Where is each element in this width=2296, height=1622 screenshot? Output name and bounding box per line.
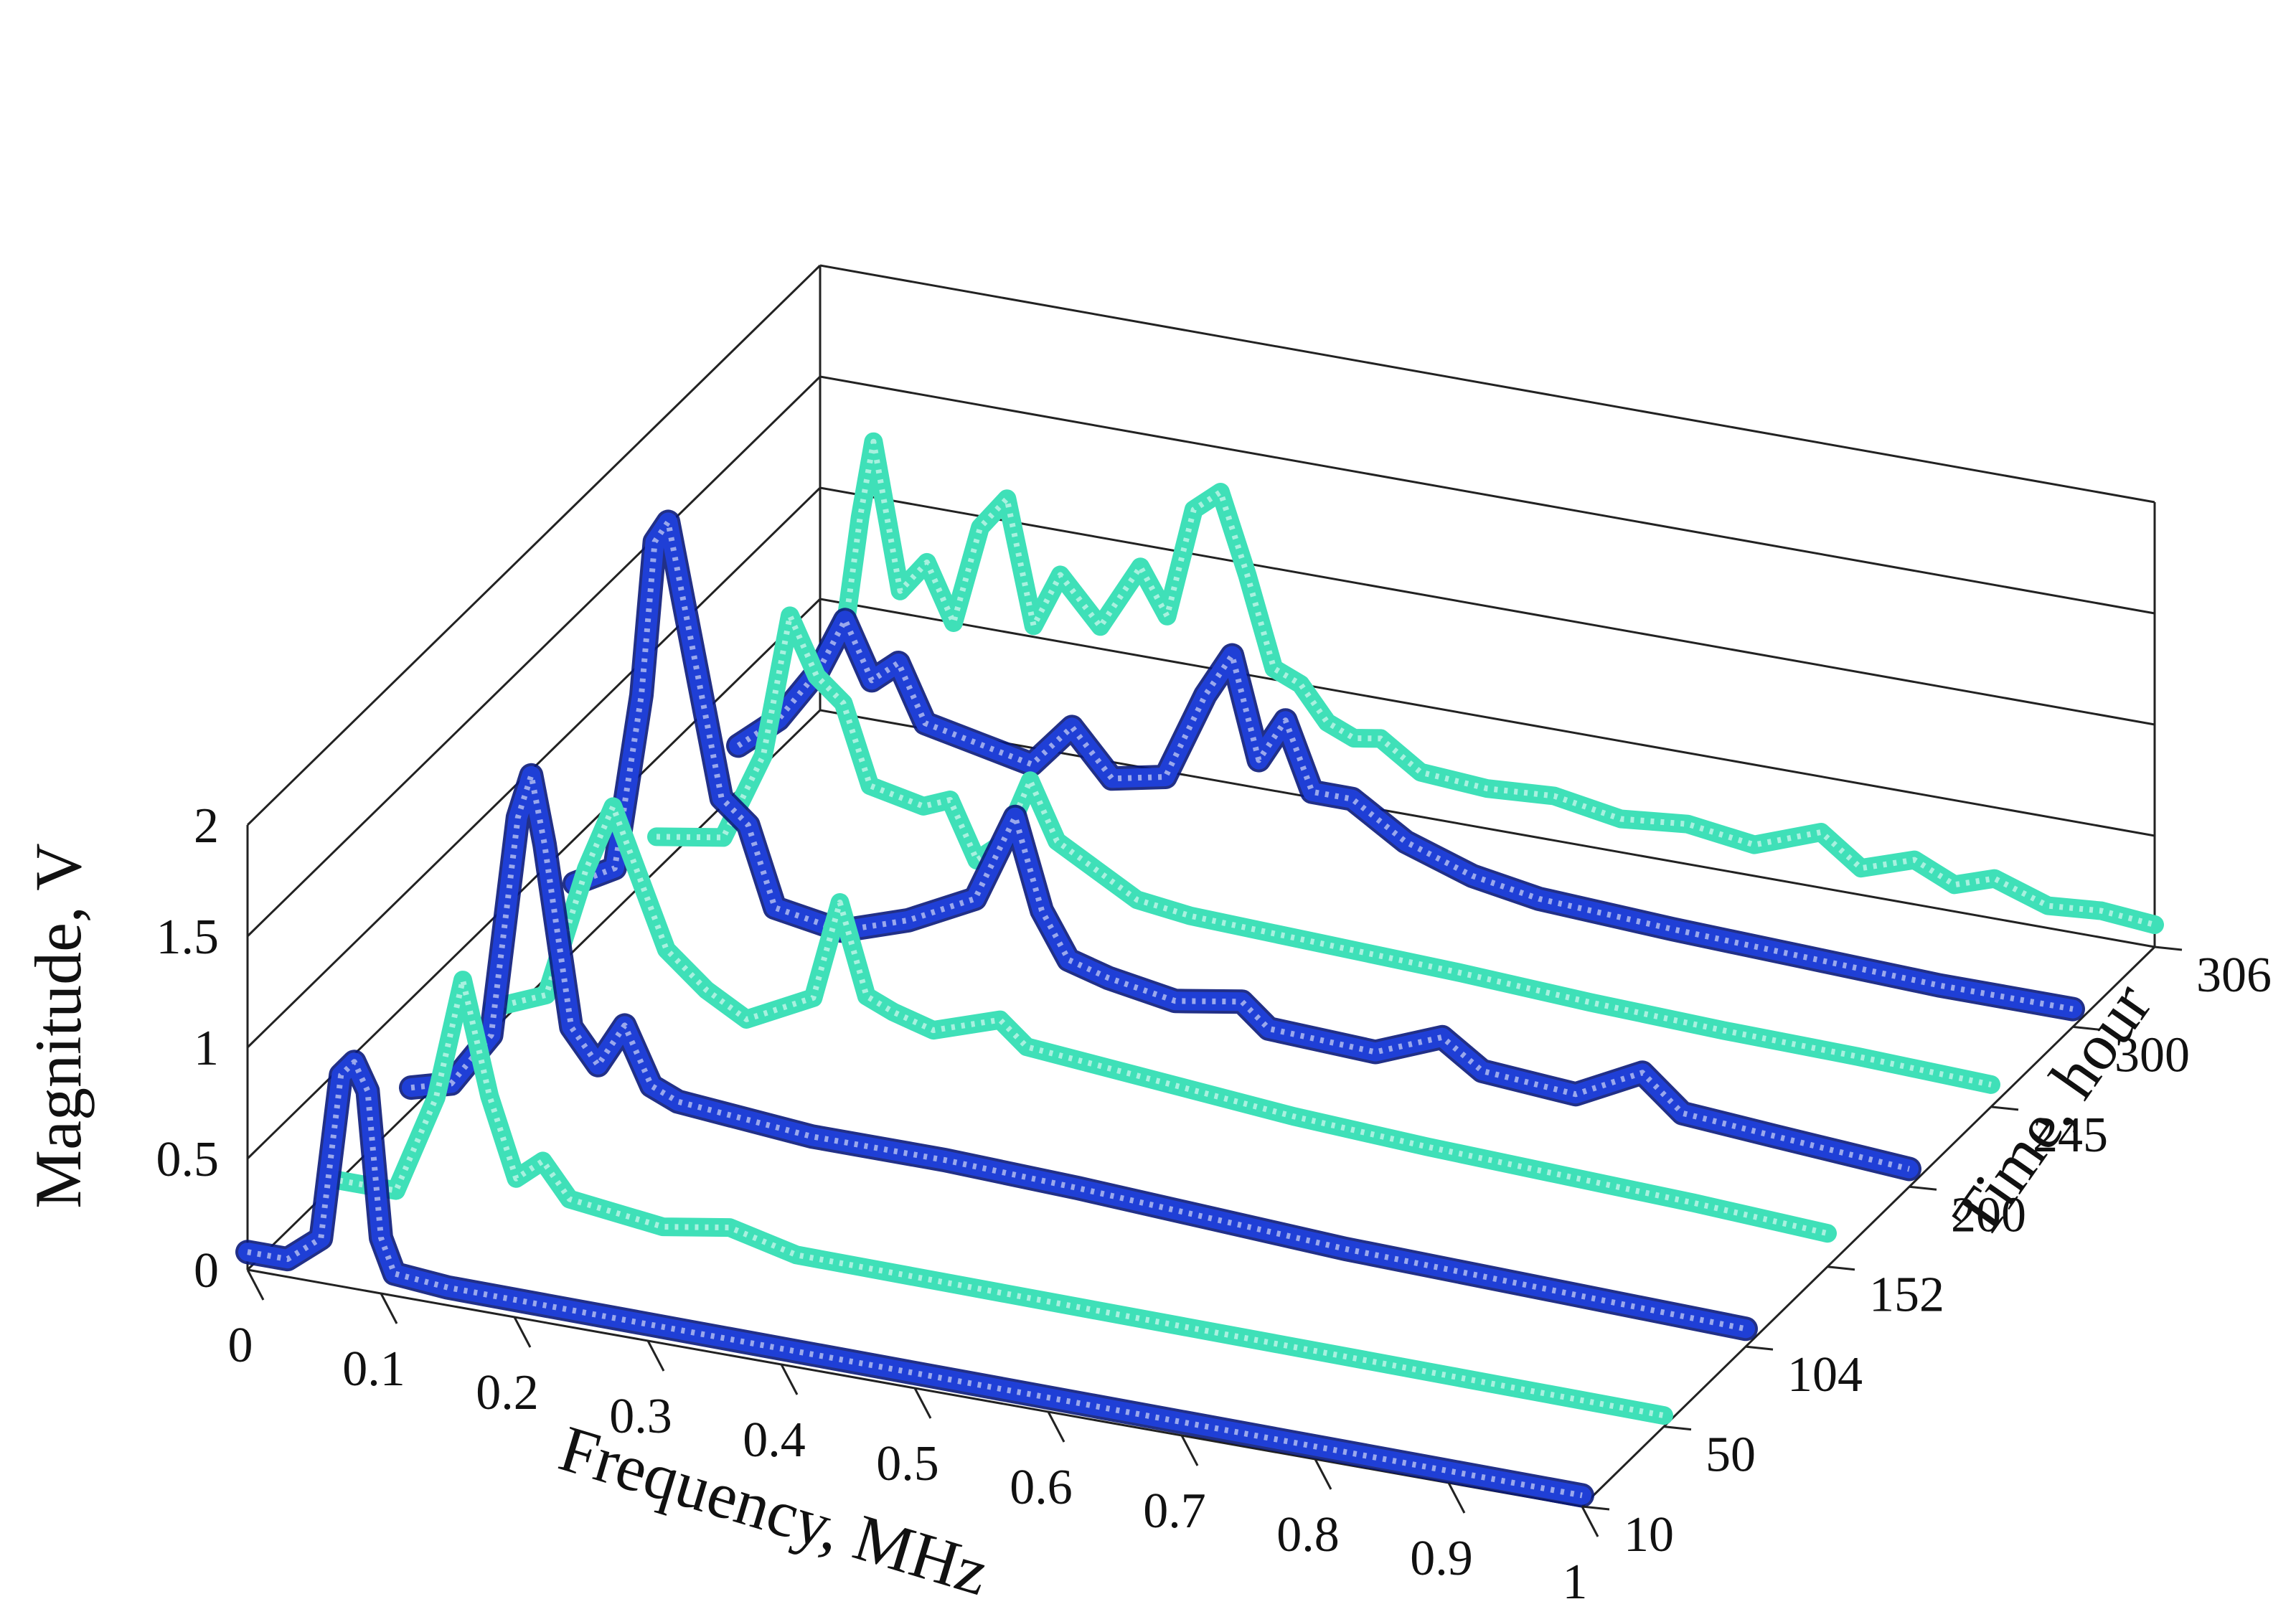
y-tick-mark [1909,1185,1937,1191]
z-tick-label: 1.5 [156,910,220,965]
y-tick-label: 50 [1705,1428,1756,1483]
series-line-hatch [656,613,1992,1088]
x-tick-label: 0.6 [1010,1460,1073,1515]
y-tick-label: 152 [1869,1268,1944,1323]
x-tick-mark [780,1364,799,1395]
z-tick-label: 1 [194,1021,219,1076]
y-tick-label: 300 [2114,1027,2190,1083]
series-lines [235,432,2164,1508]
x-tick-mark [1314,1458,1332,1490]
y-tick-mark [1581,1505,1610,1511]
y-tick-label: 306 [2196,948,2272,1003]
x-tick-mark [513,1316,532,1348]
back-wall-gridline [819,598,2155,837]
y-tick-label: 104 [1787,1347,1863,1402]
series-50 [320,971,1673,1425]
x-tick-mark [1581,1506,1599,1537]
y-tick-mark [2072,1025,2101,1031]
y-tick-label: 200 [1951,1187,2026,1243]
series-line-hatch [492,803,1828,1237]
back-wall-gridline [819,486,2155,726]
x-tick-label: 0.8 [1276,1507,1340,1562]
x-tick-label: 0.2 [476,1365,539,1420]
y-tick-label: 245 [2033,1108,2108,1163]
x-tick-label: 0.7 [1143,1484,1206,1539]
time-axis-line [1581,946,2156,1508]
x-tick-label: 0.5 [876,1436,939,1491]
x-tick-mark [246,1269,265,1301]
series-line-hatch [817,438,2156,928]
x-tick-label: 0.9 [1410,1531,1473,1586]
y-tick-mark [2154,946,2183,951]
z-axis-label: Magnitude, V [22,843,95,1208]
z-tick-label: 0.5 [156,1132,220,1187]
x-tick-mark [380,1293,398,1324]
series-line-hatch [410,772,1746,1332]
x-tick-label: 0.1 [342,1342,405,1397]
y-tick-label: 10 [1624,1507,1674,1562]
z-tick-label: 2 [194,798,219,854]
x-tick-label: 0.3 [609,1389,672,1444]
x-tick-mark [1047,1411,1065,1443]
series-10 [235,1050,1594,1508]
series-200 [563,509,1921,1182]
series-line-shadow [563,509,1921,1182]
x-tick-label: 1 [1563,1555,1588,1610]
series-300 [726,608,2085,1022]
y-tick-mark [1827,1265,1855,1271]
z-tick-label: 0 [194,1243,219,1298]
x-tick-label: 0 [228,1318,253,1373]
series-line-hatch [573,519,1910,1172]
x-tick-label: 0.4 [743,1413,806,1468]
x-tick-mark [1180,1435,1199,1466]
x-tick-mark [646,1340,665,1372]
y-tick-mark [1745,1345,1774,1351]
series-line-hatch [247,1059,1583,1499]
series-104 [399,763,1758,1342]
tick-labels: 0 0.1 0.2 0.3 0.4 0.5 0.6 0.7 0.8 0.9 110501041522… [156,798,2272,1610]
back-wall-gridline [819,375,2155,615]
left-wall-gridline [246,375,822,938]
series-152 [484,797,1837,1243]
x-tick-mark [1447,1482,1466,1514]
y-tick-mark [1663,1425,1692,1431]
series-line [565,512,1919,1179]
y-tick-mark [1990,1105,2019,1111]
back-wall-gridline [819,264,2155,504]
series-line-hatch [329,977,1665,1419]
series-306 [811,432,2164,934]
x-tick-mark [913,1387,932,1419]
series-line-hatch [736,617,2074,1012]
left-wall-gridline [246,264,822,826]
